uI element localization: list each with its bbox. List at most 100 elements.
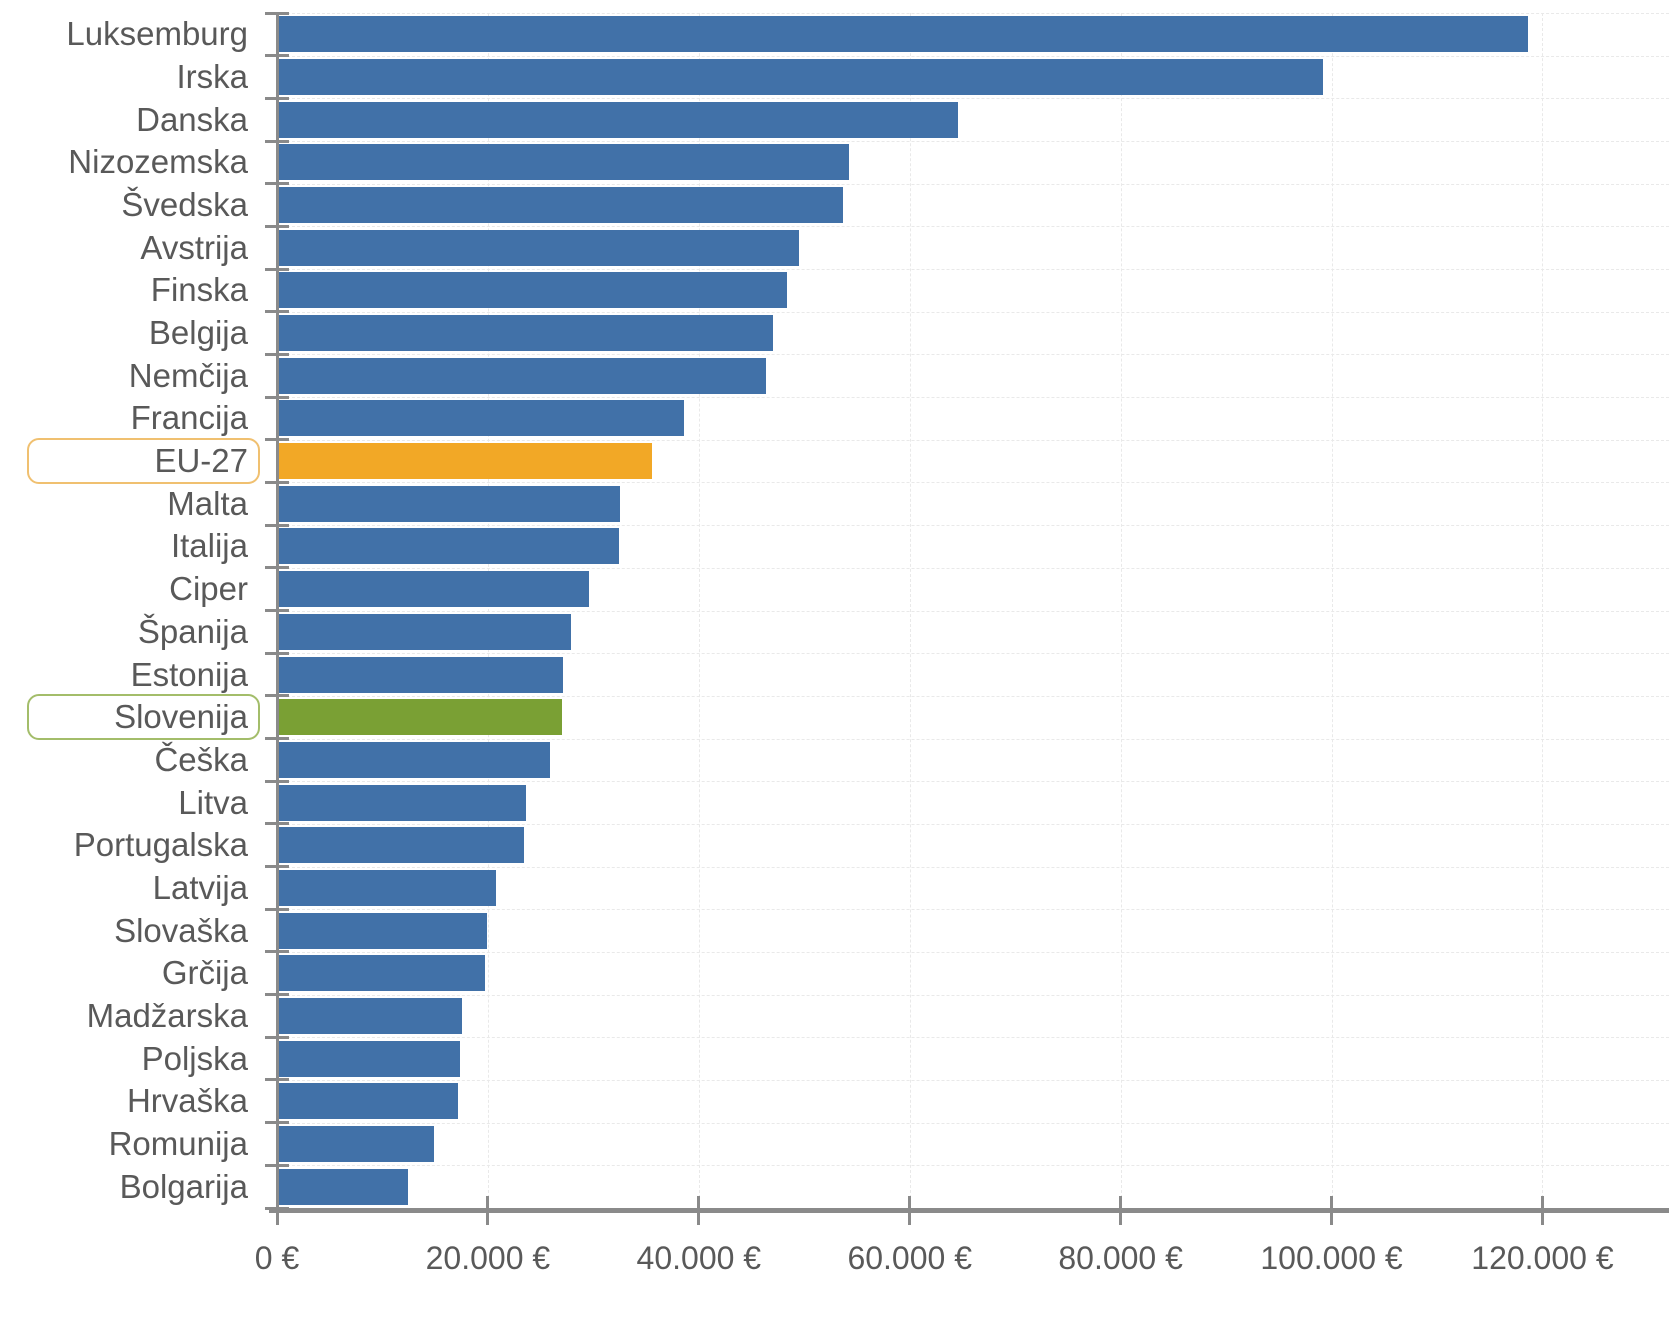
horizontal-gridline — [277, 439, 1669, 441]
x-tick-label-0: 0 € — [254, 1240, 300, 1276]
y-axis-tick — [265, 1121, 289, 1125]
horizontal-gridline — [277, 738, 1669, 740]
y-axis-tick — [265, 438, 289, 442]
bar-ciper — [277, 571, 589, 608]
category-label-slova-ka: Slovaška — [114, 911, 248, 949]
bar-nem-ija — [277, 357, 766, 394]
y-axis-tick — [265, 182, 289, 186]
y-axis-tick — [265, 822, 289, 826]
category-label-ciper: Ciper — [169, 570, 248, 608]
category-label-estonija: Estonija — [130, 655, 248, 693]
y-axis-tick — [265, 54, 289, 58]
bar-e-ka — [277, 741, 551, 778]
x-tick-label-60000: 60.000 € — [847, 1240, 972, 1276]
bar-gr-ija — [277, 955, 485, 992]
y-axis-tick — [265, 395, 289, 399]
bar-hrva-ka — [277, 1083, 458, 1120]
horizontal-gridline — [277, 98, 1669, 100]
horizontal-gridline — [277, 823, 1669, 825]
horizontal-gridline — [277, 610, 1669, 612]
y-axis-tick — [265, 609, 289, 612]
horizontal-gridline — [277, 866, 1669, 868]
y-axis-tick — [265, 139, 289, 143]
x-tick-label-100000: 100.000 € — [1260, 1240, 1403, 1276]
category-label-francija: Francija — [130, 399, 248, 437]
category-label-nem-ija: Nemčija — [128, 356, 248, 394]
horizontal-gridline — [277, 226, 1669, 228]
bar-latvija — [277, 869, 496, 906]
bar-belgija — [277, 315, 773, 352]
y-axis-tick — [265, 1078, 289, 1082]
y-axis-tick — [265, 779, 289, 783]
category-label-portugalska: Portugalska — [73, 826, 248, 864]
category-label-eu-27: EU-27 — [154, 442, 248, 480]
bar-litva — [277, 784, 526, 821]
bar-italija — [277, 528, 619, 565]
category-label-malta: Malta — [167, 484, 248, 522]
horizontal-gridline — [277, 141, 1669, 143]
bar-finska — [277, 272, 788, 309]
category-label-danska: Danska — [136, 100, 248, 138]
bar-nizozemska — [277, 144, 849, 181]
horizontal-gridline — [277, 567, 1669, 569]
y-axis-tick — [265, 566, 289, 570]
bar-eu-27 — [277, 443, 652, 480]
category-label-belgija: Belgija — [148, 314, 248, 352]
y-axis-tick — [265, 352, 289, 356]
x-tick-label-40000: 40.000 € — [636, 1240, 762, 1276]
category-label-gr-ija: Grčija — [161, 954, 248, 992]
y-axis-tick — [265, 737, 289, 741]
y-axis-tick — [265, 96, 289, 100]
y-axis-tick — [265, 310, 289, 314]
category-label-nizozemska: Nizozemska — [68, 143, 248, 181]
category-label-italija: Italija — [170, 527, 248, 565]
bar-bolgarija — [277, 1168, 408, 1205]
category-label-irska: Irska — [176, 58, 248, 96]
horizontal-gridline — [277, 994, 1669, 996]
y-axis-tick — [265, 224, 289, 228]
horizontal-gridline — [277, 695, 1669, 697]
x-axis-tick — [1119, 1196, 1123, 1225]
x-axis-tick — [1330, 1196, 1334, 1225]
y-axis-tick — [265, 694, 289, 698]
category-label-avstrija: Avstrija — [140, 228, 248, 266]
category-label-panija: Španija — [137, 612, 248, 650]
horizontal-gridline — [277, 525, 1669, 527]
category-label-e-ka: Češka — [154, 740, 248, 778]
bar-vedska — [277, 187, 844, 224]
category-label-litva: Litva — [178, 783, 248, 821]
x-axis-tick — [275, 1196, 279, 1225]
x-tick-label-120000: 120.000 € — [1471, 1240, 1614, 1276]
category-label-romunija: Romunija — [108, 1124, 248, 1162]
slovenija-highlight-box — [27, 694, 260, 741]
x-axis-tick — [486, 1196, 490, 1225]
horizontal-gridline — [277, 1037, 1669, 1039]
category-label-finska: Finska — [150, 271, 248, 309]
horizontal-gridline — [277, 55, 1669, 57]
horizontal-gridline — [277, 951, 1669, 953]
y-axis-tick — [265, 865, 289, 869]
bar-romunija — [277, 1125, 435, 1162]
category-label-slovenija: Slovenija — [114, 698, 248, 736]
y-axis-tick — [265, 11, 289, 15]
horizontal-gridline — [277, 653, 1669, 655]
y-axis-tick — [265, 1035, 289, 1039]
y-axis-tick — [265, 993, 289, 997]
x-tick-label-20000: 20.000 € — [425, 1240, 551, 1276]
bar-slova-ka — [277, 912, 487, 949]
horizontal-gridline — [277, 781, 1669, 783]
x-tick-label-80000: 80.000 € — [1058, 1240, 1183, 1276]
horizontal-gridline — [277, 354, 1669, 356]
y-axis-tick — [265, 267, 289, 271]
horizontal-gridline — [277, 482, 1669, 484]
bar-luksemburg — [277, 16, 1528, 53]
horizontal-gridline — [277, 397, 1669, 399]
y-axis-tick — [265, 480, 289, 484]
horizontal-gridline — [277, 1122, 1669, 1124]
horizontal-gridline — [277, 311, 1669, 313]
bar-poljska — [277, 1040, 460, 1077]
bar-malta — [277, 485, 620, 522]
x-axis-tick — [1540, 1196, 1544, 1225]
bar-panija — [277, 613, 571, 650]
